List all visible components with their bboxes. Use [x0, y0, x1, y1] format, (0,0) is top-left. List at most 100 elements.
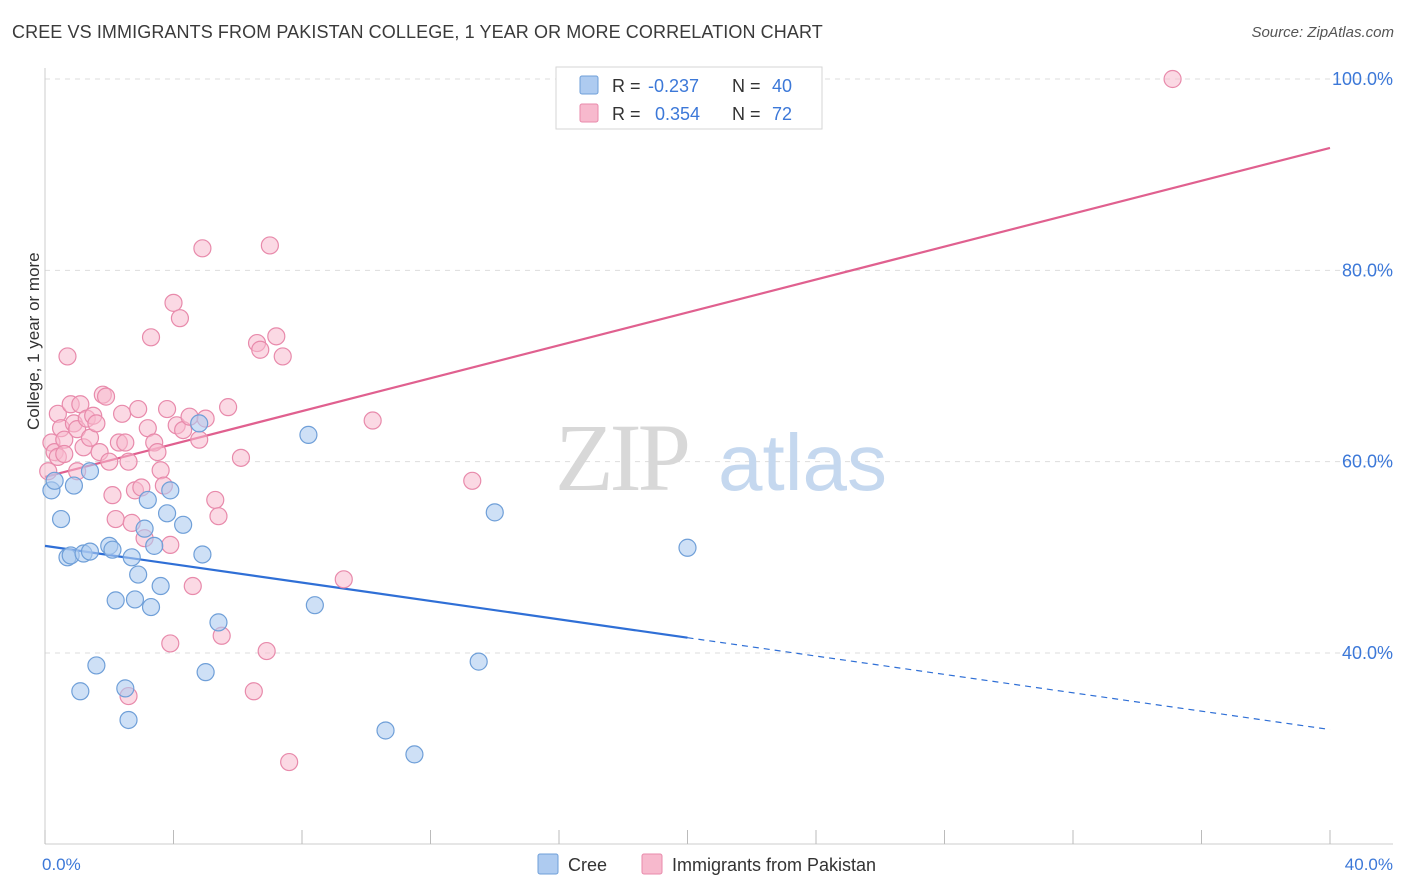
data-point-pakistan — [193, 239, 212, 258]
data-point-pakistan — [96, 387, 116, 406]
data-point-pakistan — [251, 340, 270, 359]
data-point-pakistan — [209, 507, 228, 526]
data-point-cree — [196, 663, 215, 682]
data-point-cree — [376, 721, 395, 740]
trend-line-pakistan — [44, 146, 1331, 479]
data-point-cree — [116, 679, 135, 698]
data-point-pakistan — [219, 398, 238, 417]
data-point-cree — [119, 710, 138, 730]
data-point-cree — [80, 462, 100, 481]
watermark-zip: ZIP — [555, 404, 688, 511]
bottom-legend-swatch-pakistan — [641, 853, 663, 875]
data-point-pakistan — [148, 443, 167, 462]
x-tick-label-left: 0.0% — [42, 855, 81, 874]
data-point-pakistan — [87, 414, 106, 433]
data-point-pakistan — [244, 682, 263, 701]
data-point-cree — [51, 509, 71, 529]
data-point-pakistan — [129, 399, 148, 419]
data-point-cree — [103, 540, 122, 559]
legend-r-label-pakistan: R = — [612, 104, 641, 124]
data-point-pakistan — [363, 411, 382, 430]
data-point-cree — [305, 596, 324, 615]
data-point-pakistan — [103, 486, 122, 505]
data-point-cree — [151, 576, 170, 596]
y-tick-label: 60.0% — [1342, 452, 1393, 472]
data-point-cree — [138, 490, 157, 510]
bottom-legend-swatch-cree — [537, 853, 559, 875]
legend-n-value-pakistan: 72 — [772, 104, 792, 124]
data-point-cree — [145, 536, 164, 555]
data-point-cree — [125, 590, 145, 609]
data-point-pakistan — [1163, 69, 1182, 89]
data-point-cree — [209, 613, 228, 632]
data-point-cree — [190, 414, 209, 433]
y-tick-label: 40.0% — [1342, 643, 1393, 663]
data-point-cree — [678, 538, 697, 557]
data-point-cree — [161, 481, 180, 500]
trend-line-cree-extension — [687, 637, 1331, 731]
data-point-pakistan — [100, 452, 119, 471]
source-label: Source: ZipAtlas.com — [1251, 24, 1394, 41]
legend-r-label-cree: R = — [612, 76, 641, 96]
y-tick-label: 100.0% — [1332, 69, 1393, 89]
watermark: ZIP atlas — [555, 404, 887, 511]
y-tick-labels: 40.0% 60.0% 80.0% 100.0% — [1332, 69, 1393, 663]
data-point-pakistan — [260, 236, 279, 255]
data-point-pakistan — [112, 404, 132, 423]
x-tick-labels: 0.0% 40.0% — [42, 855, 1393, 874]
data-point-pakistan — [183, 576, 202, 596]
trend-line-cree — [44, 544, 688, 639]
data-point-pakistan — [267, 327, 286, 346]
data-point-pakistan — [119, 452, 138, 471]
data-point-pakistan — [334, 570, 353, 589]
data-point-pakistan — [273, 347, 292, 366]
chart-title: CREE VS IMMIGRANTS FROM PAKISTAN COLLEGE… — [12, 22, 823, 42]
bottom-legend-label-pakistan: Immigrants from Pakistan — [672, 855, 876, 875]
data-point-cree — [87, 656, 106, 675]
series-cree-points — [42, 414, 697, 764]
data-point-cree — [405, 745, 424, 764]
stats-legend-box — [555, 66, 823, 130]
data-point-cree — [64, 476, 84, 495]
data-point-pakistan — [231, 448, 251, 467]
data-point-pakistan — [161, 535, 180, 554]
data-point-cree — [485, 503, 504, 522]
data-point-pakistan — [170, 309, 190, 328]
data-point-cree — [157, 504, 177, 523]
legend-swatch-pakistan — [579, 103, 599, 123]
y-tick-label: 80.0% — [1342, 260, 1393, 280]
data-point-pakistan — [116, 433, 135, 452]
data-point-pakistan — [157, 399, 177, 419]
legend-swatch-cree — [579, 75, 599, 95]
data-point-cree — [193, 545, 212, 564]
stats-legend: R = -0.237 N = 40 R = 0.354 N = 72 — [555, 66, 823, 130]
data-point-pakistan — [257, 641, 276, 661]
data-point-cree — [106, 591, 125, 610]
data-point-cree — [122, 548, 141, 567]
data-point-pakistan — [141, 328, 161, 347]
data-point-cree — [469, 652, 488, 671]
data-point-pakistan — [206, 490, 225, 510]
data-point-pakistan — [164, 293, 183, 312]
data-point-pakistan — [161, 634, 180, 653]
data-point-cree — [71, 682, 90, 701]
data-point-cree — [299, 425, 318, 444]
grid-lines — [45, 78, 1393, 654]
data-point-pakistan — [58, 347, 77, 366]
legend-r-value-cree: -0.237 — [648, 76, 699, 96]
data-point-cree — [129, 565, 148, 584]
axes — [44, 68, 1393, 845]
legend-n-value-cree: 40 — [772, 76, 792, 96]
data-point-cree — [80, 542, 100, 561]
data-point-pakistan — [190, 430, 209, 449]
data-point-cree — [141, 597, 161, 617]
data-point-pakistan — [106, 509, 125, 529]
legend-n-label-pakistan: N = — [732, 104, 761, 124]
legend-r-value-pakistan: 0.354 — [655, 104, 700, 124]
x-tick-label-right: 40.0% — [1345, 855, 1393, 874]
data-point-pakistan — [151, 461, 170, 480]
data-point-pakistan — [463, 471, 482, 490]
data-point-cree — [135, 519, 154, 538]
data-point-cree — [174, 515, 193, 534]
